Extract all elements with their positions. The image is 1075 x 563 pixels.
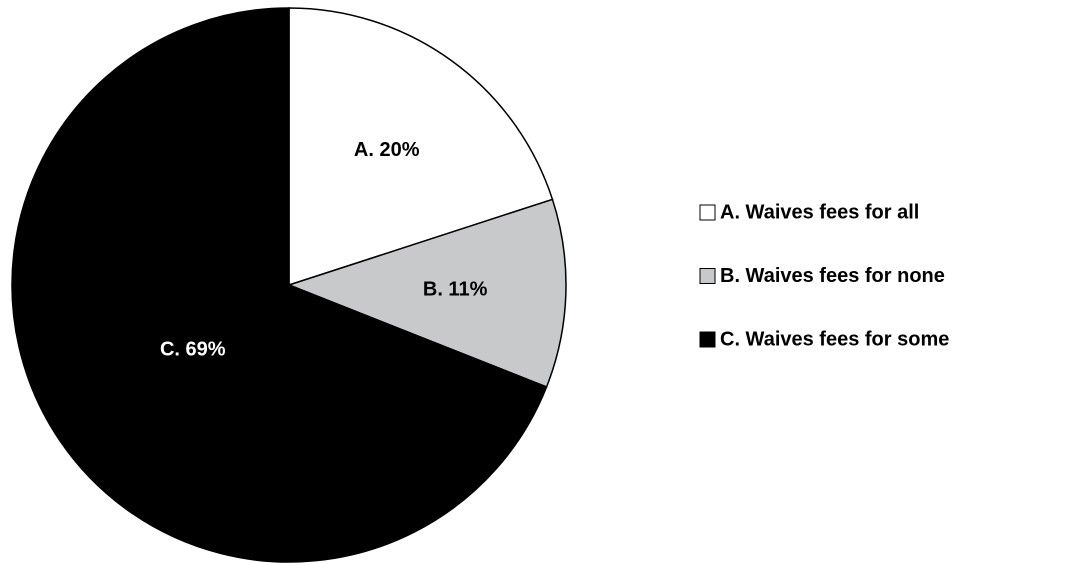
legend-label: B. Waives fees for none [720, 265, 945, 287]
legend-label: A. Waives fees for all [720, 201, 919, 223]
slice-label: A. 20% [354, 139, 420, 161]
slice-label: B. 11% [423, 279, 488, 301]
slice-label: C. 69% [160, 339, 226, 361]
legend-swatch [699, 331, 716, 348]
pie-slice [11, 7, 548, 563]
legend-label: C. Waives fees for some [720, 328, 949, 350]
pie-slice [286, 198, 567, 388]
legend-swatch [699, 204, 716, 221]
legend-swatch [699, 268, 716, 284]
pie-slice [288, 7, 554, 287]
